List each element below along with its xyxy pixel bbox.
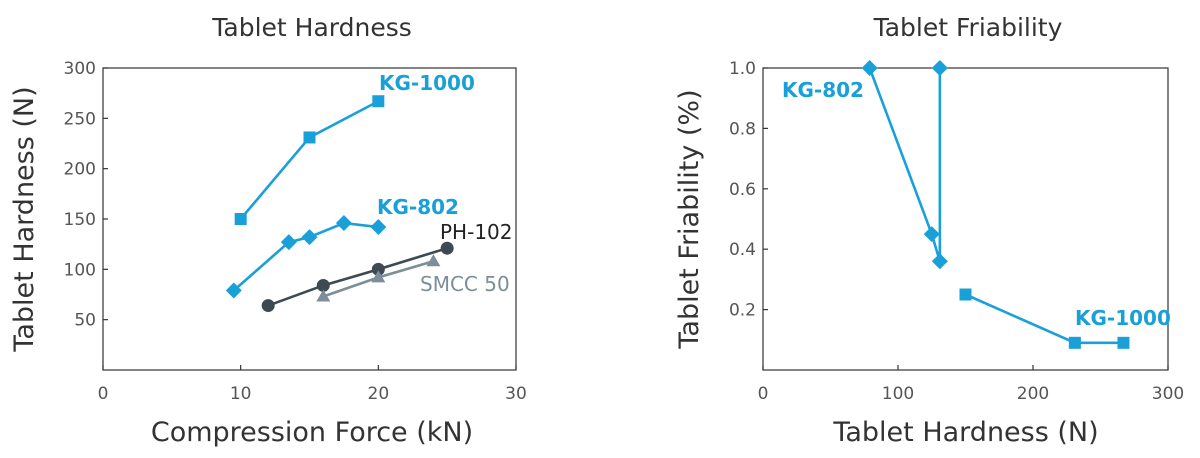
- friability-x-axis-label: Tablet Hardness (N): [832, 417, 1098, 448]
- y-tick-label: 300: [64, 59, 96, 79]
- series-smcc-50: SMCC 50: [316, 254, 510, 302]
- x-tick-label: 30: [505, 384, 527, 404]
- data-point: [225, 282, 242, 299]
- y-tick-label: 250: [64, 109, 96, 129]
- hardness-chart: Tablet Hardness Compression Force (kN) T…: [9, 13, 527, 448]
- data-point: [371, 270, 386, 283]
- data-point: [280, 234, 297, 251]
- hardness-x-axis-label: Compression Force (kN): [151, 417, 473, 448]
- hardness-plot-frame: [102, 67, 517, 371]
- y-tick-label: 200: [64, 160, 96, 180]
- series-label-smcc-50: SMCC 50: [420, 272, 510, 296]
- y-tick-label: 0.2: [729, 301, 756, 321]
- series-kg-1000: KG-1000: [234, 71, 475, 225]
- x-tick-label: 0: [758, 384, 769, 404]
- series-kg-802: KG-802: [782, 60, 948, 270]
- hardness-chart-title: Tablet Hardness: [211, 13, 412, 42]
- data-point: [931, 60, 948, 76]
- friability-chart: Tablet Friability Tablet Hardness (N) Ta…: [674, 13, 1184, 448]
- x-tick-label: 0: [98, 384, 109, 404]
- data-point: [316, 289, 331, 302]
- data-point: [861, 60, 878, 76]
- data-point: [303, 131, 316, 144]
- series-label-kg-802: KG-802: [782, 78, 864, 102]
- x-tick-label: 10: [230, 384, 252, 404]
- series-label-kg-1000: KG-1000: [379, 71, 475, 95]
- series-line-kg-1000: [239, 100, 379, 220]
- data-point: [440, 241, 454, 255]
- friability-chart-title: Tablet Friability: [873, 13, 1063, 42]
- x-tick-label: 300: [1152, 384, 1184, 404]
- friability-ticks: 0 100 200 300 0.2 0.4 0.6 0.8 1.0: [729, 59, 1184, 404]
- series-kg-1000: KG-1000: [959, 288, 1171, 349]
- y-tick-label: 0.4: [729, 240, 756, 260]
- hardness-y-axis-label: Tablet Hardness (N): [9, 86, 40, 352]
- data-point: [335, 215, 352, 232]
- data-point: [923, 226, 940, 243]
- y-tick-label: 150: [64, 210, 96, 230]
- data-point: [301, 229, 318, 246]
- x-tick-label: 200: [1017, 384, 1049, 404]
- data-point: [261, 299, 275, 313]
- data-point: [234, 213, 247, 225]
- x-tick-label: 20: [368, 384, 390, 404]
- data-point: [931, 253, 948, 270]
- series-label-kg-802: KG-802: [377, 195, 459, 219]
- friability-y-axis-label: Tablet Friability (%): [674, 89, 705, 349]
- data-point: [959, 288, 972, 301]
- data-point: [371, 262, 385, 276]
- data-point: [370, 219, 387, 236]
- y-tick-label: 50: [74, 311, 96, 331]
- series-kg-802: KG-802: [225, 195, 459, 299]
- data-point: [316, 278, 330, 292]
- data-point: [426, 254, 441, 267]
- y-tick-label: 100: [64, 260, 96, 280]
- y-tick-label: 0.8: [729, 119, 756, 139]
- series-label-kg-1000: KG-1000: [1075, 306, 1171, 330]
- series-line-kg-802: [868, 67, 942, 262]
- friability-series: KG-802 KG-1000: [782, 60, 1171, 349]
- data-point: [372, 95, 385, 108]
- data-point: [1117, 336, 1130, 349]
- friability-plot-frame: [762, 67, 1169, 371]
- hardness-ticks: 0 10 20 30 50 100 150 200 250 300: [64, 59, 527, 404]
- series-label-ph-102: PH-102: [440, 220, 513, 244]
- series-ph-102: PH-102: [261, 220, 513, 313]
- data-point: [1068, 336, 1081, 349]
- x-tick-label: 100: [882, 384, 914, 404]
- y-tick-label: 0.6: [729, 180, 756, 200]
- y-tick-label: 1.0: [729, 59, 756, 79]
- series-line-ph-102: [267, 246, 448, 307]
